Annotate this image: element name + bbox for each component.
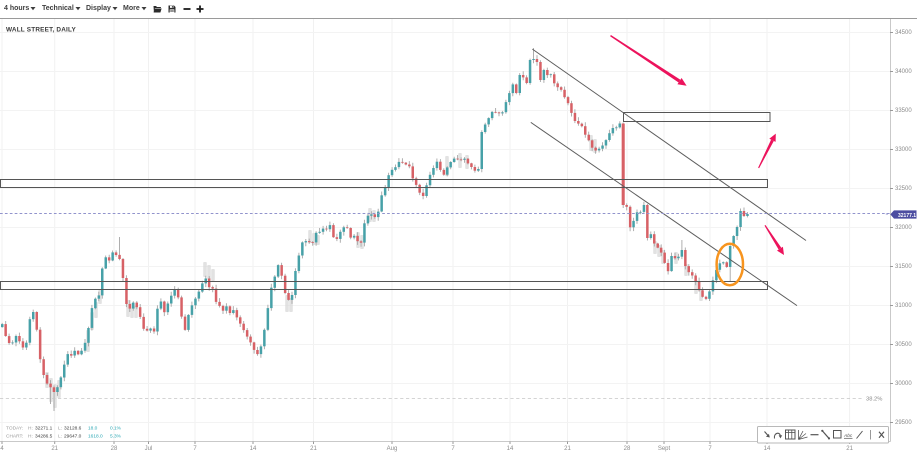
svg-text:L:: L:: [58, 434, 62, 440]
svg-text:18.0: 18.0: [88, 426, 98, 432]
svg-text:7: 7: [193, 446, 197, 452]
svg-text:21: 21: [846, 446, 853, 452]
svg-text:1618.0: 1618.0: [88, 434, 103, 440]
svg-text:14: 14: [764, 446, 771, 452]
svg-text:Jul: Jul: [145, 446, 153, 452]
svg-text:21: 21: [51, 446, 58, 452]
svg-text:34000: 34000: [895, 69, 912, 75]
svg-text:5.3%: 5.3%: [110, 434, 122, 440]
svg-text:WALL STREET, DAILY: WALL STREET, DAILY: [6, 27, 77, 34]
svg-text:34500: 34500: [895, 30, 912, 36]
svg-text:Abc: Abc: [843, 433, 853, 439]
svg-text:33000: 33000: [895, 147, 912, 153]
svg-text:7: 7: [451, 446, 455, 452]
svg-text:7: 7: [708, 446, 712, 452]
svg-text:21: 21: [564, 446, 571, 452]
svg-text:32128.6: 32128.6: [64, 426, 82, 432]
svg-text:31500: 31500: [895, 264, 912, 270]
svg-text:H:: H:: [28, 426, 33, 432]
svg-text:32271.1: 32271.1: [35, 426, 53, 432]
svg-text:CHART:: CHART:: [6, 434, 23, 440]
svg-text:31000: 31000: [895, 303, 912, 309]
svg-text:34286.5: 34286.5: [35, 434, 53, 440]
svg-text:14: 14: [507, 446, 514, 452]
svg-text:32500: 32500: [895, 186, 912, 192]
svg-text:28: 28: [111, 446, 118, 452]
svg-text:4: 4: [0, 446, 4, 452]
svg-text:L:: L:: [58, 426, 62, 432]
svg-text:Sept: Sept: [658, 446, 671, 452]
svg-text:32000: 32000: [895, 225, 912, 231]
svg-text:30500: 30500: [895, 342, 912, 348]
svg-text:H:: H:: [28, 434, 33, 440]
svg-text:0.1%: 0.1%: [110, 426, 122, 432]
svg-text:29500: 29500: [895, 420, 912, 426]
svg-text:21: 21: [310, 446, 317, 452]
svg-text:33500: 33500: [895, 108, 912, 114]
svg-text:30000: 30000: [895, 381, 912, 387]
svg-text:32177.1: 32177.1: [898, 213, 916, 219]
svg-text:29647.0: 29647.0: [64, 434, 82, 440]
svg-text:14: 14: [250, 446, 257, 452]
svg-text:28: 28: [624, 446, 631, 452]
svg-text:TODAY:: TODAY:: [6, 426, 23, 432]
svg-text:Aug: Aug: [387, 446, 398, 452]
svg-text:38.2%: 38.2%: [866, 397, 882, 403]
